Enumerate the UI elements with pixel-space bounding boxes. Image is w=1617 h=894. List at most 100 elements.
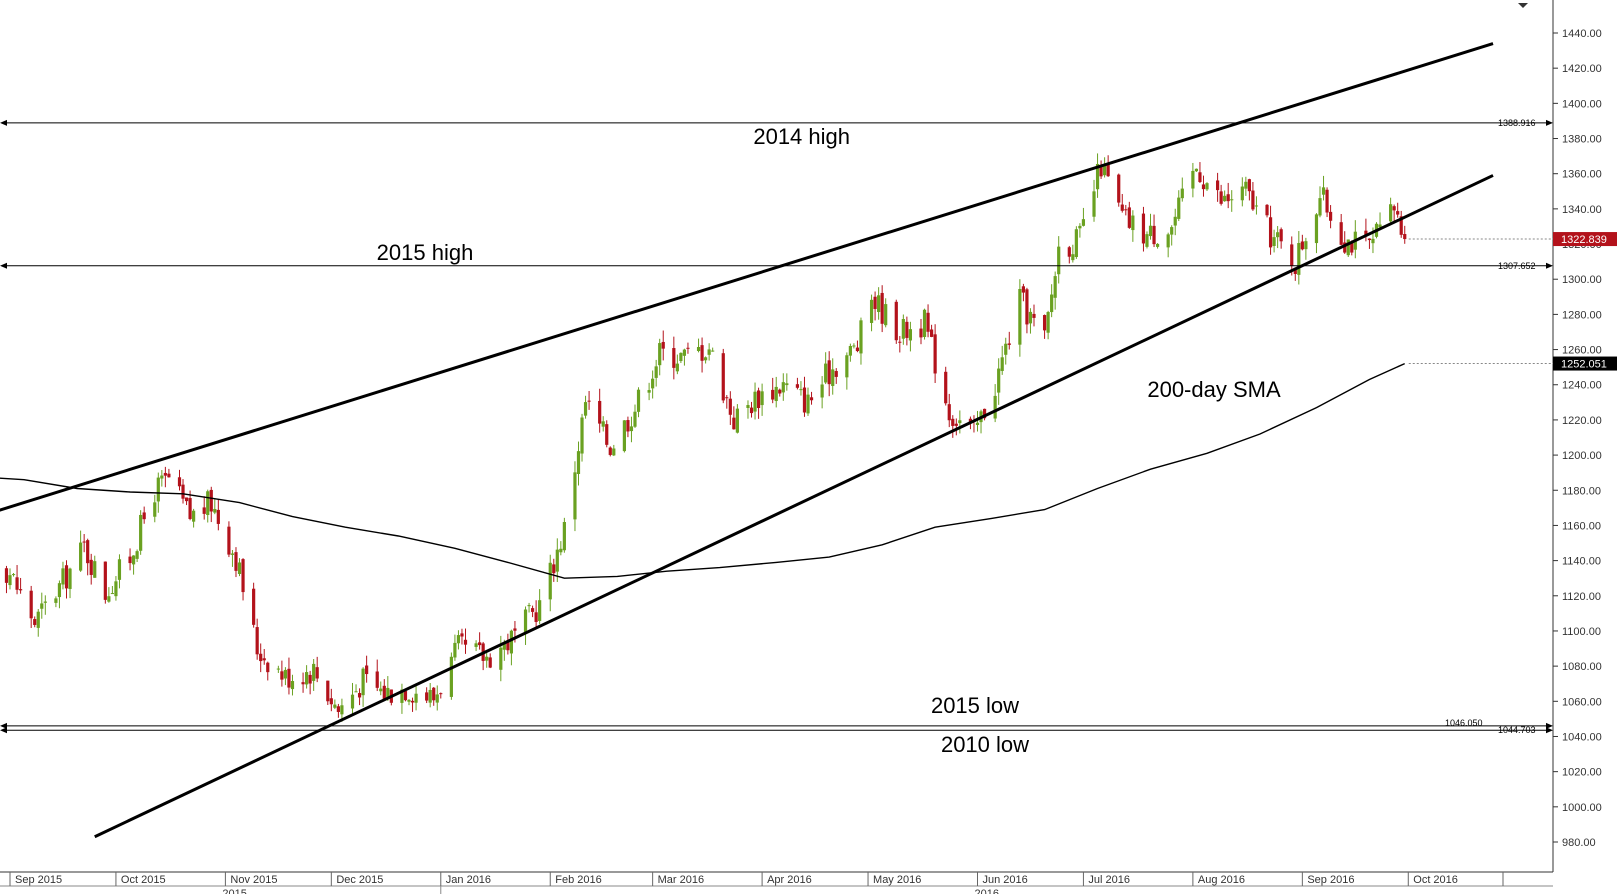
y-tick-label: 1100.00 [1562,626,1601,638]
y-tick-label: 1080.00 [1562,661,1602,673]
candle-body [831,369,835,386]
candle-body [753,391,757,412]
candle-body [583,402,588,416]
y-tick-label: 1380.00 [1562,134,1602,146]
candle-body [8,575,12,586]
candle-body [312,663,316,681]
candle-body [333,704,337,708]
candle-body [315,667,319,679]
level-arrow-left [0,262,7,269]
candle-body [711,350,715,352]
candle-body [160,475,164,479]
candle-body [795,384,800,388]
candle-body [449,656,453,697]
candle-body [202,507,206,514]
candle-body [82,541,86,543]
candle-body [192,510,196,522]
candle-body [184,497,189,502]
candle-body [213,508,217,513]
candle-body [1244,181,1248,189]
candle-body [463,639,468,645]
y-tick-label: 1300.00 [1562,274,1602,286]
candle-body [732,417,736,430]
candle-body [1021,286,1025,293]
annotation-2015-high: 2015 high [377,240,474,265]
candle-body [746,405,750,408]
panel-menu-chevron-icon[interactable] [1518,3,1528,8]
candle-body [305,672,309,685]
y-tick-label: 1440.00 [1562,28,1602,40]
candle-body [262,658,266,661]
candle-body [785,383,789,386]
x-year-label: 2016 [974,888,998,894]
x-month-label: Feb 2016 [555,874,601,886]
y-tick-label: 1400.00 [1562,98,1602,110]
trendline-lower-channel [94,174,1494,839]
candle-body [523,609,528,634]
candle-body [453,642,457,658]
x-month-label: May 2016 [873,874,921,886]
candle-body [573,472,577,520]
y-tick-label: 1240.00 [1562,380,1602,392]
candle-body [230,553,235,555]
candle-body [728,398,732,415]
candle-body [1180,188,1184,199]
candle-body [336,706,340,712]
candle-body [696,347,701,352]
candle-body [993,395,997,419]
candle-body [1046,312,1050,333]
candle-body [601,421,605,427]
candle-body [1081,219,1086,226]
candle-body [1321,187,1326,195]
x-month-label: Dec 2015 [336,874,383,886]
candle-body [64,565,69,589]
candle-body [802,387,807,413]
x-axis: Sep 2015 Oct 2015 Nov 2015 Dec 2015 Jan 2016… [0,871,1553,894]
y-tick-label: 1180.00 [1562,485,1601,497]
candle-body [538,600,542,621]
candle-body [661,341,665,349]
candle-body [329,698,333,705]
candle-body [1343,242,1347,253]
candle-body [280,671,284,680]
x-month-label: Oct 2016 [1413,874,1458,886]
candle-body [1265,204,1269,216]
candle-body [1177,197,1181,219]
sma-value: 1252.051 [1561,359,1607,371]
level-value-2014-high: 1388.916 [1498,118,1536,128]
candle-body [1290,244,1294,267]
candle-body [1378,224,1382,228]
candle-body [18,589,23,591]
candle-body [559,548,563,553]
candle-body [1071,254,1075,261]
candle-body [530,608,535,612]
x-year-label: 2015 [222,888,246,894]
x-month-label: Jan 2016 [446,874,491,886]
y-tick-label: 1280.00 [1562,309,1602,321]
candle-body [255,627,259,655]
level-arrow-left [0,727,7,734]
candle-body [478,642,482,646]
candle-body [735,408,739,433]
x-month-label: Aug 2016 [1198,874,1245,886]
candle-body [622,420,626,452]
candle-body [636,389,641,412]
candle-body [629,426,634,432]
candle-body [301,682,305,685]
candle-body [43,601,47,603]
candle-body [626,420,630,432]
candle-body [1399,216,1403,235]
candle-body [400,689,404,703]
candle-body [68,568,72,589]
candle-body [1318,198,1322,216]
candle-body [36,611,40,628]
last-price-tag [1553,232,1617,247]
candle-body [534,612,538,622]
candle-body [1205,183,1209,190]
candle-body [1194,168,1199,172]
candle-body [1092,191,1096,217]
candle-body [1078,225,1082,229]
candle-body [951,418,955,426]
candle-body [326,680,330,702]
candle-body [1191,170,1195,189]
